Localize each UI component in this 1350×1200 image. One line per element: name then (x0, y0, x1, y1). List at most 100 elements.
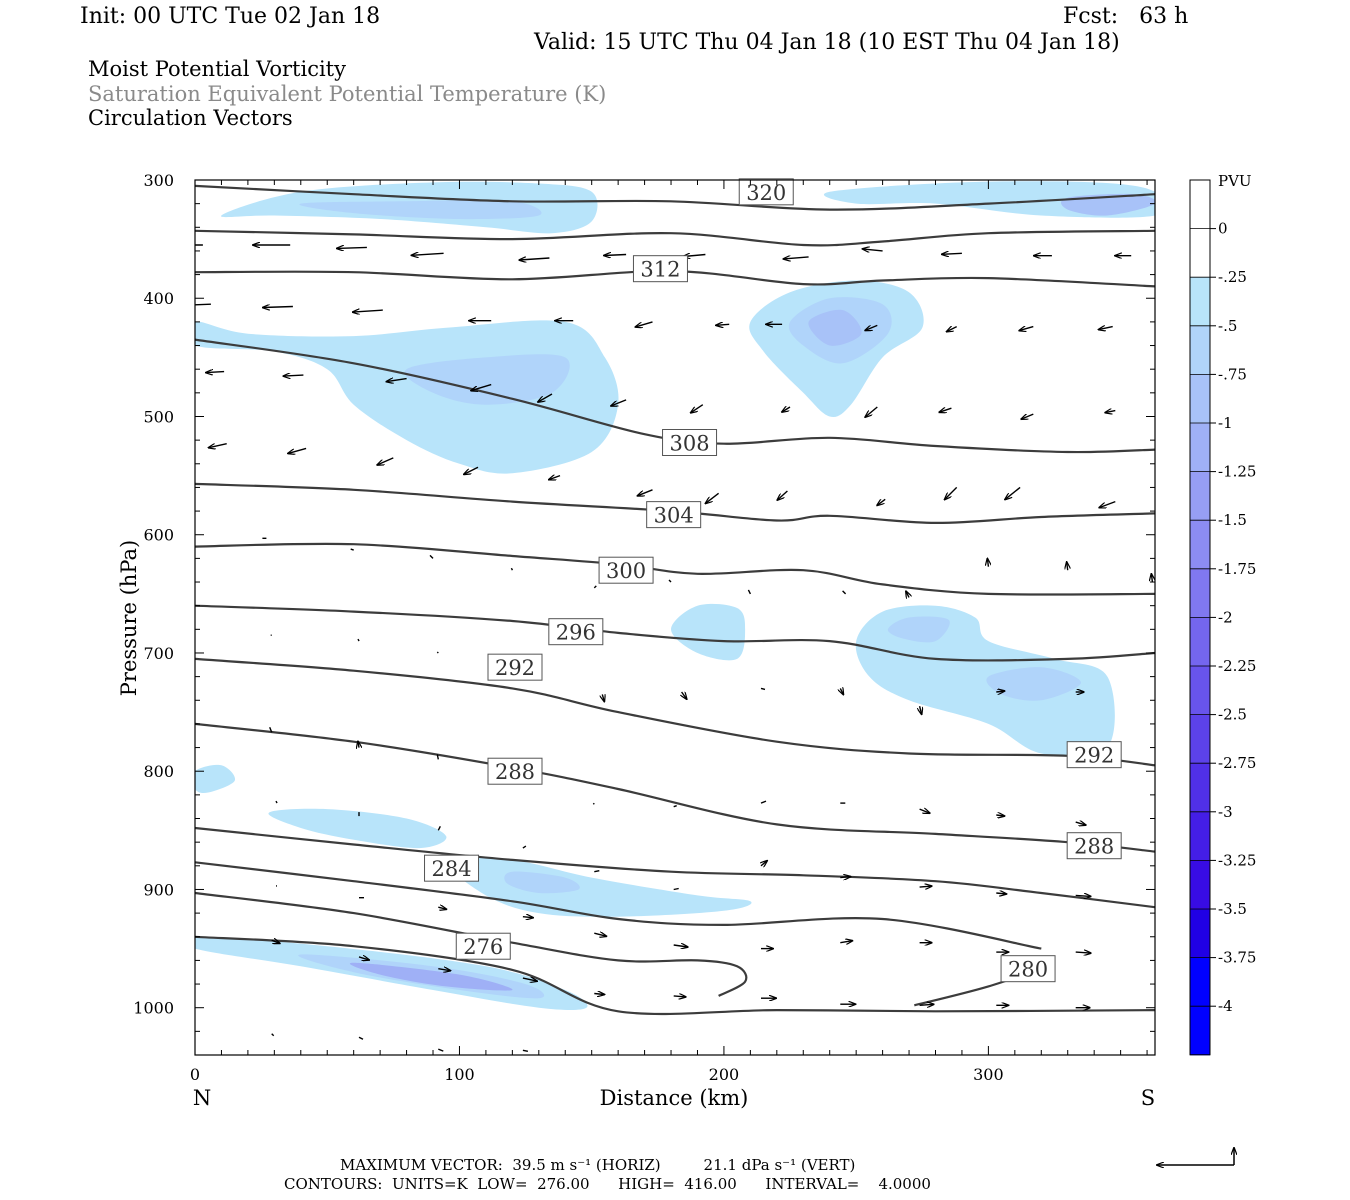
pv-region (404, 354, 570, 405)
theta-contour (195, 891, 748, 997)
pv-shading (195, 181, 1155, 1010)
circulation-vector (1099, 500, 1116, 508)
circulation-vector (271, 940, 280, 943)
south-label: S (1141, 1086, 1155, 1110)
field-title-theta-es: Saturation Equivalent Potential Temperat… (88, 82, 607, 106)
theta-contour (195, 542, 1155, 596)
circulation-vector (673, 805, 677, 808)
circulation-vector (206, 372, 225, 373)
contour-label-text: 284 (431, 857, 471, 881)
y-tick-label: 1000 (133, 999, 174, 1018)
colorbar-label: -2.5 (1218, 706, 1247, 724)
contour-label-text: 300 (606, 559, 646, 583)
circulation-vector (919, 886, 932, 887)
circulation-vector (945, 486, 958, 499)
reference-vector-icon (1157, 1148, 1234, 1165)
colorbar-label: -2 (1218, 608, 1233, 626)
circulation-vector (357, 638, 360, 642)
contour-label-box (424, 854, 480, 882)
colorbar-label: -3.5 (1218, 900, 1247, 918)
axes: 0 100 200 300 300 400 500 600 700 800 900 1000 (133, 171, 1003, 1084)
contour-label-box (1000, 955, 1056, 983)
circulation-vector (358, 957, 369, 960)
theta-contour (195, 935, 1155, 1016)
circulation-vector (919, 809, 930, 813)
colorbar-band (1190, 374, 1210, 424)
colorbar-band (1190, 568, 1210, 618)
circulation-vector (387, 379, 407, 382)
circulation-vector (842, 590, 847, 595)
x-axis-label: Distance (km) (600, 1086, 749, 1110)
circulation-vector (438, 1048, 444, 1052)
circulation-vector (594, 994, 604, 995)
circulation-vector (1019, 327, 1034, 331)
circulation-vector (429, 554, 434, 559)
valid-time: Valid: 15 UTC Thu 04 Jan 18 (10 EST Thu … (534, 30, 1120, 55)
x-tick-label: 300 (973, 1065, 1004, 1084)
contour-label-box (738, 178, 794, 206)
contour-label-text: 280 (1008, 958, 1048, 982)
circulation-vector (1151, 574, 1152, 583)
circulation-vector (436, 754, 439, 760)
circulation-vector (1005, 486, 1021, 499)
circulation-vector (464, 466, 479, 474)
circulation-vector (877, 499, 886, 505)
x-tick-label: 0 (190, 1065, 200, 1084)
circulation-vector (761, 861, 767, 866)
circulation-vector (1067, 562, 1068, 571)
circulation-vector (412, 253, 444, 255)
colorbar-band (1190, 520, 1210, 570)
contour-label-box (598, 556, 654, 584)
contour-label: 296 (548, 618, 604, 646)
theta-contour (195, 482, 1155, 525)
colorbar-band (1190, 423, 1210, 473)
circulation-vector (1075, 952, 1091, 953)
contour-label-text: 292 (1074, 744, 1114, 768)
colorbar-units: PVU (1218, 172, 1252, 190)
theta-contour (195, 269, 1155, 288)
circulation-vector (195, 303, 211, 306)
circulation-vector (636, 321, 653, 327)
colorbar-band (1190, 617, 1210, 667)
y-tick-label: 600 (143, 526, 174, 545)
circulation-vector (996, 691, 1004, 692)
max-vector-note: MAXIMUM VECTOR: 39.5 m s⁻¹ (HORIZ) 21.1 … (340, 1156, 856, 1174)
circulation-vector (522, 1049, 529, 1052)
colorbar-label: -4 (1218, 997, 1233, 1015)
circulation-vector (906, 591, 909, 597)
circulation-vector (760, 800, 767, 804)
colorbar-label: -.5 (1218, 317, 1237, 335)
circulation-vector (863, 249, 883, 251)
circulation-vector (840, 941, 852, 943)
colorbar-band (1190, 1006, 1210, 1056)
colorbar-label: 0 (1218, 220, 1228, 238)
contour-label-text: 320 (746, 181, 786, 205)
colorbar-band (1190, 714, 1210, 764)
contour-label-box (1066, 832, 1122, 860)
circulation-vector (438, 907, 446, 909)
colorbar-band (1190, 277, 1210, 327)
pv-region (195, 320, 619, 474)
circulation-vector (691, 404, 704, 413)
pv-colorbar: 0 -.25 -.5 -.75 -1 -1.25 -1.5 -1.75 -2 -2.25 -2.5 -… (1189, 179, 1256, 1056)
circulation-vector (706, 492, 720, 503)
colorbar-band (1190, 957, 1210, 1007)
y-tick-label: 300 (143, 171, 174, 190)
contour-label-text: 288 (1074, 835, 1114, 859)
init-time: Init: 00 UTC Tue 02 Jan 18 (80, 4, 381, 29)
circulation-vector (605, 1072, 610, 1074)
x-tick-label: 200 (709, 1065, 740, 1084)
y-axis-label: Pressure (hPa) (117, 540, 141, 696)
circulation-vector (263, 307, 293, 308)
colorbar-label: -3 (1218, 803, 1233, 821)
plot-border (194, 179, 1156, 1056)
circulation-vector (777, 490, 788, 500)
circulation-vector (1099, 327, 1113, 330)
colorbar-band (1190, 763, 1210, 813)
circulation-vector (593, 585, 597, 589)
colorbar-label: -.25 (1218, 268, 1247, 286)
circulation-vector (594, 933, 606, 936)
colorbar-label: -1.5 (1218, 511, 1247, 529)
circulation-vector (716, 324, 730, 325)
